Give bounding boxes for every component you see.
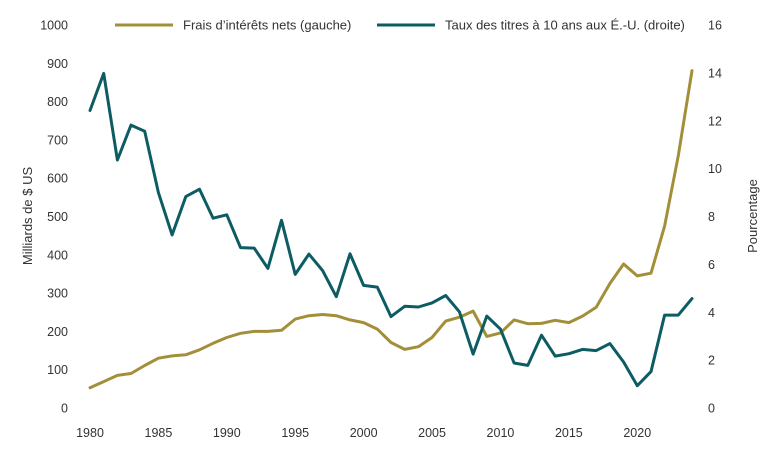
y-axis-left: 0 100 200 300 400 500 600 700 800 900 1000 <box>40 19 68 416</box>
y-right-tick-label: 10 <box>708 162 722 176</box>
x-tick-label: 2020 <box>623 426 651 440</box>
y-left-tick-label: 700 <box>47 133 68 147</box>
y-left-tick-label: 600 <box>47 172 68 186</box>
y-right-tick-label: 12 <box>708 114 722 128</box>
y-left-tick-label: 500 <box>47 210 68 224</box>
y-left-tick-label: 300 <box>47 287 68 301</box>
y-right-tick-label: 2 <box>708 354 715 368</box>
y-axis-left-title: Milliards de $ US <box>20 167 35 266</box>
x-tick-label: 2010 <box>487 426 515 440</box>
x-axis: 1980 1985 1990 1995 2000 2005 2010 2015 2020 <box>76 426 651 440</box>
y-right-tick-label: 0 <box>708 402 715 416</box>
x-tick-label: 1995 <box>281 426 309 440</box>
y-right-tick-label: 8 <box>708 210 715 224</box>
y-left-tick-label: 200 <box>47 325 68 339</box>
legend-label: Frais d’intérêts nets (gauche) <box>183 18 351 33</box>
y-left-tick-label: 100 <box>47 363 68 377</box>
y-left-tick-label: 900 <box>47 57 68 71</box>
y-left-tick-label: 400 <box>47 248 68 262</box>
x-tick-label: 1980 <box>76 426 104 440</box>
x-tick-label: 2000 <box>350 426 378 440</box>
plot-area <box>88 69 694 390</box>
series-line-10y-rate <box>88 71 694 388</box>
y-right-tick-label: 4 <box>708 306 715 320</box>
y-right-tick-label: 6 <box>708 258 715 272</box>
y-axis-right-title: Pourcentage <box>745 179 760 253</box>
legend: Frais d’intérêts nets (gauche) Taux des t… <box>115 18 685 33</box>
y-axis-right: 0 2 4 6 8 10 12 14 16 <box>708 19 722 416</box>
y-left-tick-label: 0 <box>61 402 68 416</box>
y-left-tick-label: 800 <box>47 95 68 109</box>
legend-label: Taux des titres à 10 ans aux É.-U. (droi… <box>445 18 685 33</box>
x-tick-label: 1985 <box>145 426 173 440</box>
series-line-net-interest <box>88 69 694 390</box>
y-right-tick-label: 14 <box>708 66 722 80</box>
y-right-tick-label: 16 <box>708 19 722 33</box>
x-tick-label: 2015 <box>555 426 583 440</box>
x-tick-label: 1990 <box>213 426 241 440</box>
y-left-tick-label: 1000 <box>40 19 68 33</box>
x-tick-label: 2005 <box>418 426 446 440</box>
